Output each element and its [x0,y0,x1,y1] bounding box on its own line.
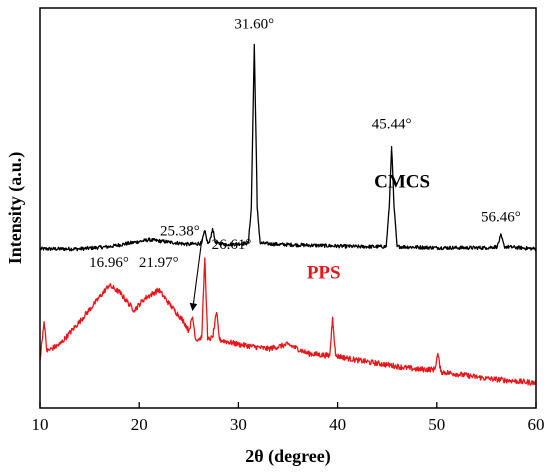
annotation-arrow [189,239,203,312]
x-axis: 10 20 30 40 50 60 [32,402,545,434]
series-line-cmcs [39,43,537,252]
peak-annotation: 56.46° [481,210,521,226]
peak-annotation: 25.38° [160,223,200,239]
peak-annotation: 45.44° [372,116,412,132]
peak-annotation: 31.60° [234,16,274,32]
x-axis-title: 2θ (degree) [245,446,331,467]
series-layer [39,43,537,386]
x-tick-label: 10 [32,415,49,434]
x-tick-label: 30 [230,415,247,434]
series-line-pps [39,257,537,386]
y-axis-title: Intensity (a.u.) [5,152,26,265]
plot-frame [39,7,537,409]
annotation-layer: CMCS PPS 31.60° 45.44° 56.46° 16.96° 21.97° 25.… [89,16,521,312]
series-label-cmcs: CMCS [374,172,430,193]
x-tick-label: 40 [329,415,346,434]
peak-annotation: 26.61° [212,237,252,253]
series-label-pps: PPS [307,262,341,283]
x-tick-label: 20 [131,415,148,434]
peak-annotation: 21.97° [139,255,179,271]
x-tick-label: 50 [428,415,445,434]
x-tick-label: 60 [528,415,545,434]
peak-annotation: 16.96° [89,255,129,271]
